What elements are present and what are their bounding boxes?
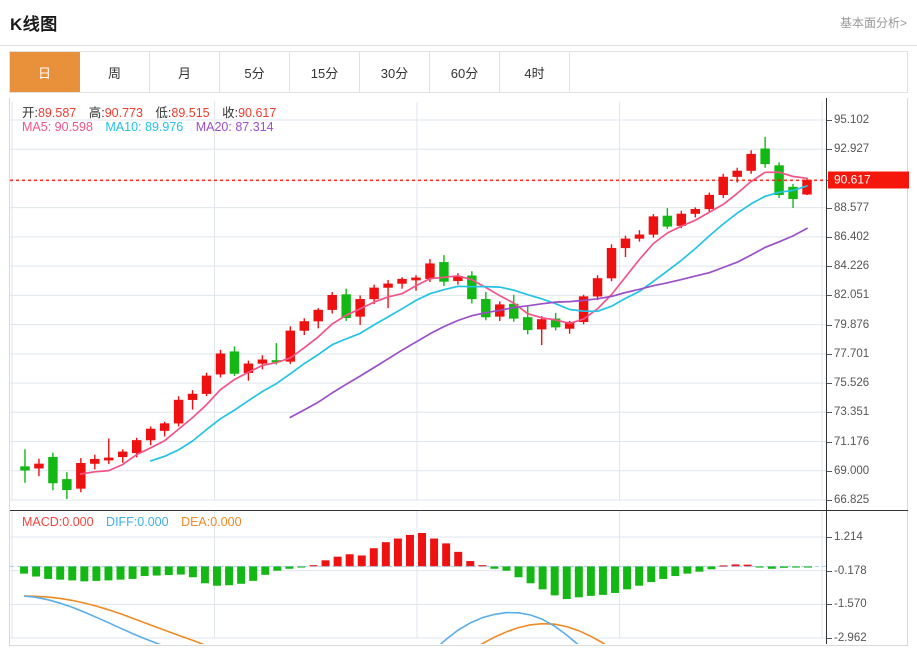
price-axis-label: 66.825	[834, 494, 870, 506]
price-axis-label: 84.226	[834, 260, 870, 273]
macd-axis-label: -1.570	[834, 598, 867, 611]
tab-5分[interactable]: 5分	[220, 52, 290, 92]
tab-周[interactable]: 周	[80, 52, 150, 92]
tabbar-filler	[570, 52, 907, 92]
price-axis-label: 82.051	[834, 289, 870, 302]
price-axis-tick	[827, 120, 832, 121]
price-axis-label: 88.577	[834, 201, 870, 214]
candlestick-plot[interactable]	[10, 98, 908, 510]
price-axis-tick	[827, 353, 832, 355]
price-axis-tick	[827, 236, 832, 238]
price-axis-label: 75.526	[834, 377, 870, 390]
price-axis-tick	[827, 295, 832, 297]
macd-axis: 1.214 -0.178 -1.570 -2.962	[826, 511, 908, 644]
macd-axis-label: 1.214	[834, 531, 863, 543]
macd-axis-tick	[827, 570, 832, 572]
price-axis-tick	[827, 500, 832, 501]
tab-日[interactable]: 日	[10, 52, 80, 92]
page-title: K线图	[10, 15, 58, 34]
price-axis-tick	[827, 324, 832, 326]
price-axis-tick	[827, 266, 832, 268]
tab-30分[interactable]: 30分	[360, 52, 430, 92]
tab-60分[interactable]: 60分	[430, 52, 500, 92]
price-axis-tick	[827, 470, 832, 472]
page-header: K线图 基本面分析>	[0, 0, 917, 46]
fundamental-analysis-link[interactable]: 基本面分析>	[839, 16, 907, 30]
macd-plot[interactable]	[10, 511, 908, 644]
price-axis-tick	[827, 383, 832, 385]
price-axis-tick	[827, 441, 832, 443]
price-axis-label: 95.102	[834, 114, 870, 126]
price-axis-label: 92.927	[834, 143, 870, 156]
period-tabbar: 日周月 5分 15分 30分 60分 4时	[9, 51, 908, 93]
chart-container: 开:89.587 高:90.773 低:89.515 收:90.617 MA5:…	[9, 98, 909, 646]
macd-axis-tick	[827, 537, 832, 538]
price-axis-label: 71.176	[834, 435, 870, 448]
macd-panel: MACD:0.000 DIFF:0.000 DEA:0.000 1.214 -0.…	[10, 510, 908, 644]
price-axis-tick	[827, 207, 832, 209]
tab-15分[interactable]: 15分	[290, 52, 360, 92]
price-axis-label: 86.402	[834, 230, 870, 243]
macd-axis-label: -0.178	[834, 564, 867, 577]
price-panel: 开:89.587 高:90.773 低:89.515 收:90.617 MA5:…	[10, 98, 909, 510]
tab-月[interactable]: 月	[150, 52, 220, 92]
price-axis-label: 77.701	[834, 347, 870, 360]
price-axis-tick	[827, 412, 832, 414]
current-price-badge: 90.617	[828, 171, 909, 189]
tab-4时[interactable]: 4时	[500, 52, 570, 92]
price-axis-label: 79.876	[834, 318, 870, 331]
macd-axis-tick	[827, 638, 832, 639]
price-axis-label: 73.351	[834, 406, 870, 419]
macd-axis-label: -2.962	[834, 632, 867, 644]
price-axis-tick	[827, 149, 832, 151]
price-axis-label: 69.000	[834, 464, 870, 477]
price-axis: 95.102 92.927 90.617 88.577 86.402 84.226 82.0…	[826, 98, 909, 510]
macd-axis-tick	[827, 604, 832, 606]
